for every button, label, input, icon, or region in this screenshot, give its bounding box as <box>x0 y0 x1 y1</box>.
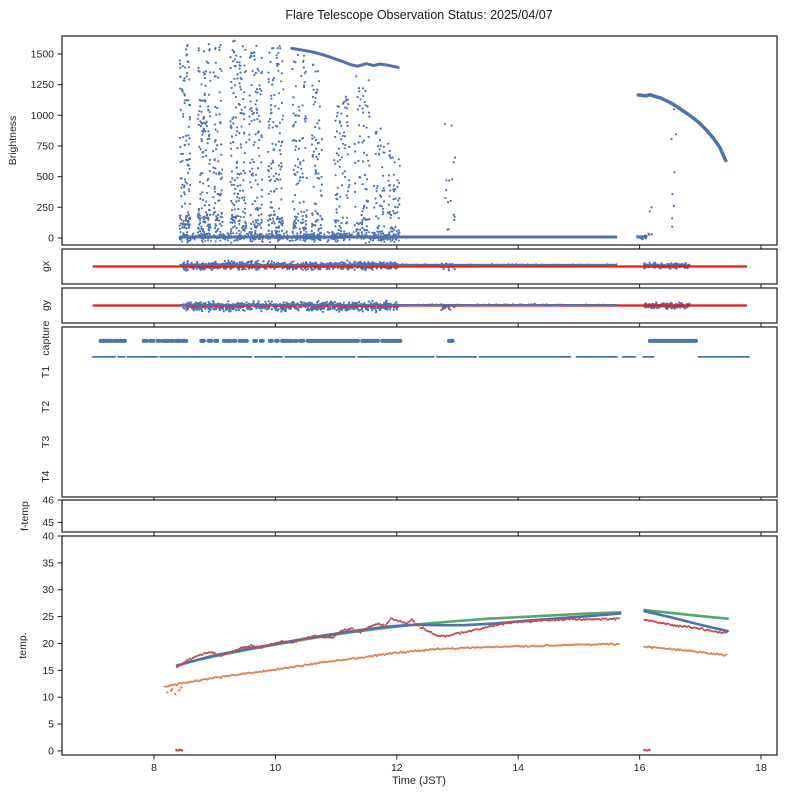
x-axis-label: Time (JST) <box>392 775 446 787</box>
series-temp-dots-4 <box>166 684 183 696</box>
panel-capture-series <box>91 338 750 358</box>
y-tick-label: 45 <box>42 517 54 529</box>
series-gx-scatter_line-4 <box>179 262 618 267</box>
series-brightness-scatter_line-3 <box>178 229 401 244</box>
y-tick-label: 750 <box>36 140 54 152</box>
y-tick-label: 46 <box>42 495 54 507</box>
y-axis-label-gx: gx <box>40 260 52 272</box>
y-tick-label: 0 <box>48 745 54 757</box>
panel-capture-spine <box>61 326 778 498</box>
panel-capture: capture T1 T2 T3 T4 <box>40 320 778 502</box>
y-axis-label-brightness: Brightness <box>7 116 19 166</box>
panel-ftemp-spine <box>61 499 778 533</box>
x-tick-label: 18 <box>755 762 767 774</box>
panel-ftemp: 45 46 f-temp <box>19 495 778 537</box>
panel-gy-series <box>92 299 747 314</box>
y-tick-label: 35 <box>42 557 54 569</box>
y-tick-label: 20 <box>42 638 54 650</box>
panel-brightness-series <box>178 39 728 244</box>
panel-gy: gy <box>40 287 778 328</box>
x-tick-label: 8 <box>151 762 157 774</box>
panel-brightness-bg <box>62 36 777 245</box>
y-tick-label: 250 <box>36 202 54 214</box>
y-tick-label: 500 <box>36 171 54 183</box>
panel-temp: 0 5 10 15 20 25 30 35 40 temp. 8 10 12 14 16 18 <box>17 531 778 774</box>
panel-gy-spine <box>61 287 778 324</box>
chart-title: Flare Telescope Observation Status: 2025… <box>285 8 552 22</box>
series-brightness-scatter_line-5 <box>636 234 648 241</box>
row-label-T3: T3 <box>40 436 52 448</box>
panel-capture-bg <box>62 327 777 497</box>
series-temp-noisy_line-3 <box>163 642 728 688</box>
row-label-capture: capture <box>40 320 52 355</box>
y-tick-label: 0 <box>48 233 54 245</box>
x-tick-label: 16 <box>634 762 646 774</box>
y-tick-label: 1500 <box>31 48 55 60</box>
panel-ftemp-bg <box>62 500 777 532</box>
y-tick-label: 1000 <box>31 110 55 122</box>
panel-temp-bg <box>62 536 777 755</box>
y-tick-label: 40 <box>42 531 54 543</box>
y-tick-label: 25 <box>42 611 54 623</box>
row-label-T2: T2 <box>40 401 52 413</box>
panel-brightness-spine <box>61 35 778 246</box>
series-temp-dots-5 <box>175 748 651 752</box>
y-tick-label: 5 <box>48 719 54 731</box>
row-label-T4: T4 <box>40 470 52 482</box>
x-tick-label: 12 <box>391 762 403 774</box>
panel-gx-series <box>92 259 747 272</box>
panel-gx: gx <box>40 248 778 289</box>
panel-brightness: 0 250 500 750 1000 1250 1500 Brightness <box>7 35 778 250</box>
y-tick-label: 10 <box>42 692 54 704</box>
panel-gx-spine <box>61 248 778 285</box>
x-tick-label: 14 <box>512 762 524 774</box>
series-brightness-track-1 <box>290 46 400 69</box>
y-axis-label-temp: temp. <box>17 632 29 658</box>
panels-group: 0250500750100012501500Brightnessgxgycapt… <box>7 35 778 774</box>
series-temp-noisy_line-2 <box>176 617 728 669</box>
y-axis-label-ftemp: f-temp <box>19 501 31 531</box>
y-axis-label-gy: gy <box>40 299 52 311</box>
x-tick-label: 10 <box>270 762 282 774</box>
panel-temp-spine <box>61 535 778 756</box>
panel-temp-series <box>163 608 729 752</box>
y-tick-label: 1250 <box>31 79 55 91</box>
series-gy-scatter_line-4 <box>179 302 618 308</box>
y-tick-label: 15 <box>42 665 54 677</box>
series-brightness-track-2 <box>636 92 728 163</box>
y-tick-label: 30 <box>42 584 54 596</box>
row-label-T1: T1 <box>40 366 52 378</box>
